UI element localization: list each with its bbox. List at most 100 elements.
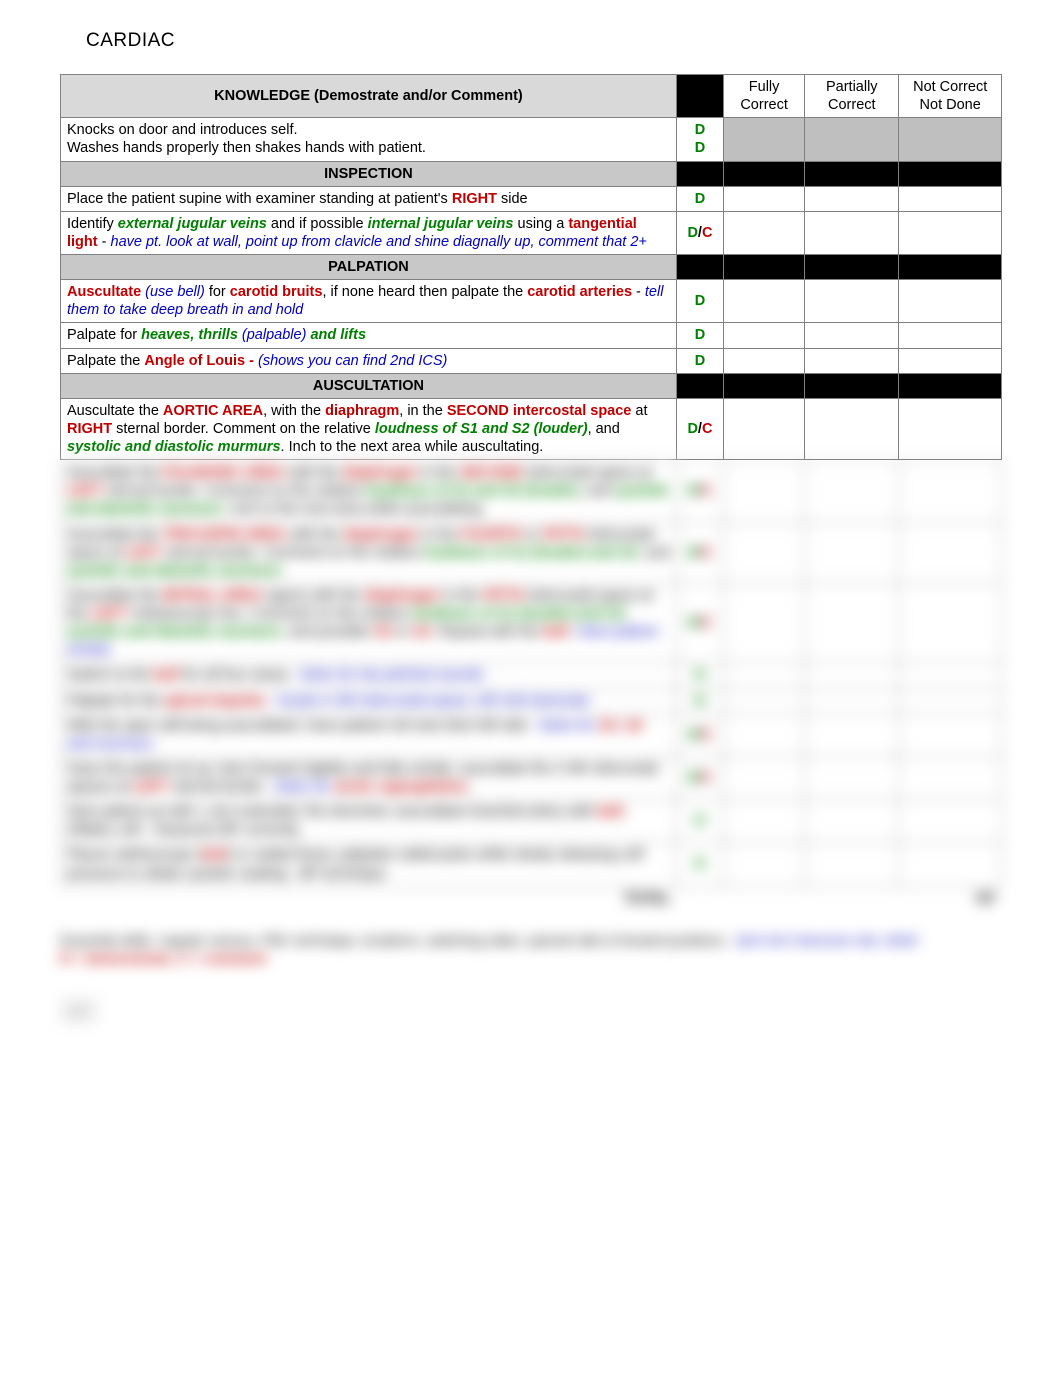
cell-pc[interactable] [805,348,899,373]
blur-mark: D/C [676,756,723,799]
cell-nd[interactable] [899,118,1002,161]
cell-fc[interactable] [723,756,804,799]
ausc1-desc: Auscultate the AORTIC AREA, with the dia… [61,398,677,459]
table-row: Auscultate the PULMONIC AREA with the di… [61,461,1002,522]
cell-fc[interactable] [723,280,804,323]
intro-mark: D D [676,118,723,161]
cell-nd[interactable] [899,348,1002,373]
blur-mark: D [676,843,723,886]
cell-nd[interactable] [899,583,1002,663]
blur-desc: With the apex still being auscultated, h… [61,713,677,756]
cell-pc[interactable] [805,843,899,886]
row-palp1: Auscultate (use bell) for carotid bruits… [61,280,1002,323]
cell-nd[interactable] [899,688,1002,713]
header-knowledge: KNOWLEDGE (Demostrate and/or Comment) [61,75,677,118]
cell-fc[interactable] [723,186,804,211]
ausc1-mark: D/C [676,398,723,459]
palp2-desc: Palpate for heaves, thrills (palpable) a… [61,323,677,348]
cell-nd[interactable] [899,713,1002,756]
row-insp2: Identify external jugular veins and if p… [61,211,1002,254]
palp3-desc: Palpate the Angle of Louis - (shows you … [61,348,677,373]
table-row: Auscultate the MITRAL AREA (apex) with t… [61,583,1002,663]
cell-pc[interactable] [805,280,899,323]
table-row: Palpate for the apical impulse - locate … [61,688,1002,713]
cell-pc[interactable] [805,461,899,522]
cell-nd[interactable] [899,461,1002,522]
checklist-table: KNOWLEDGE (Demostrate and/or Comment) Fu… [60,74,1002,460]
row-palp2: Palpate for heaves, thrills (palpable) a… [61,323,1002,348]
totals-value: /37 [899,887,1002,911]
cell-fc[interactable] [723,211,804,254]
page: CARDIAC KNOWLEDGE (Demostrate and/or Com… [0,0,1062,1064]
cell-nd[interactable] [899,280,1002,323]
table-row: Sets patient up with L arm extended, fis… [61,800,1002,843]
cell-pc[interactable] [805,800,899,843]
cell-pc[interactable] [805,583,899,663]
cell-fc[interactable] [723,398,804,459]
cell-pc[interactable] [805,663,899,688]
blur-mark: D [676,688,723,713]
page-badge: p.1 [60,997,98,1024]
cell-pc[interactable] [805,713,899,756]
cell-nd[interactable] [899,663,1002,688]
cell-pc[interactable] [805,756,899,799]
header-notdone: Not Correct Not Done [899,75,1002,118]
footer-note: Essential skills: Jugular venous, PMI, t… [60,931,1002,967]
cell-nd[interactable] [899,186,1002,211]
cell-nd[interactable] [899,800,1002,843]
blur-desc: Auscultate the PULMONIC AREA with the di… [61,461,677,522]
table-row: Auscultate the TRICUSPID AREA with the d… [61,522,1002,583]
cell-nd[interactable] [899,211,1002,254]
insp2-desc: Identify external jugular veins and if p… [61,211,677,254]
cell-pc[interactable] [805,211,899,254]
table-row: With the apex still being auscultated, h… [61,713,1002,756]
cell-fc[interactable] [723,583,804,663]
header-partially: Partially Correct [805,75,899,118]
cell-fc[interactable] [723,461,804,522]
cell-pc[interactable] [805,118,899,161]
intro-line2: Washes hands properly then shakes hands … [67,140,426,156]
cell-fc[interactable] [723,688,804,713]
blurred-content: Auscultate the PULMONIC AREA with the di… [60,460,1002,1024]
section-inspection: INSPECTION [61,161,1002,186]
totals-row: TOTAL /37 [60,887,1002,911]
cell-fc[interactable] [723,663,804,688]
cell-fc[interactable] [723,843,804,886]
cell-nd[interactable] [899,323,1002,348]
cell-nd[interactable] [899,756,1002,799]
row-palp3: Palpate the Angle of Louis - (shows you … [61,348,1002,373]
blur-desc: Sets patient up with L arm extended, fis… [61,800,677,843]
cell-pc[interactable] [805,323,899,348]
totals-table: TOTAL /37 [60,887,1002,911]
cell-pc[interactable] [805,186,899,211]
intro-mark2: D [695,140,705,156]
section-palpation: PALPATION [61,255,1002,280]
blur-desc: Auscultate the TRICUSPID AREA with the d… [61,522,677,583]
cell-nd[interactable] [899,398,1002,459]
palp1-mark: D [676,280,723,323]
section-auscultation: AUSCULTATION [61,373,1002,398]
page-title: CARDIAC [86,30,1002,52]
palp2-mark: D [676,323,723,348]
header-mark-blank [676,75,723,118]
blurred-region: Auscultate the PULMONIC AREA with the di… [60,460,1002,1024]
blur-desc: Switch to the bell for all four areas - … [61,663,677,688]
blur-desc: Auscultate the MITRAL AREA (apex) with t… [61,583,677,663]
cell-fc[interactable] [723,713,804,756]
blur-mark: D [676,663,723,688]
cell-fc[interactable] [723,118,804,161]
cell-fc[interactable] [723,323,804,348]
cell-fc[interactable] [723,522,804,583]
cell-pc[interactable] [805,398,899,459]
palp3-mark: D [676,348,723,373]
blur-desc: Places stethoscope (bell) in cubital fos… [61,843,677,886]
cell-fc[interactable] [723,348,804,373]
header-fully: Fully Correct [723,75,804,118]
row-insp1: Place the patient supine with examiner s… [61,186,1002,211]
blur-mark: D/C [676,522,723,583]
cell-nd[interactable] [899,843,1002,886]
cell-pc[interactable] [805,688,899,713]
cell-fc[interactable] [723,800,804,843]
cell-nd[interactable] [899,522,1002,583]
cell-pc[interactable] [805,522,899,583]
